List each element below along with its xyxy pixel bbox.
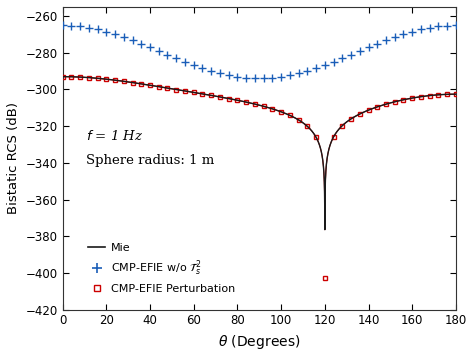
Legend: Mie, CMP-EFIE w/o $\mathcal{T}_s^2$, CMP-EFIE Perturbation: Mie, CMP-EFIE w/o $\mathcal{T}_s^2$, CMP… [84,238,239,298]
Y-axis label: Bistatic RCS (dB): Bistatic RCS (dB) [7,102,20,214]
Text: Sphere radius: 1 m: Sphere radius: 1 m [86,154,214,167]
Text: $f$ = 1 Hz: $f$ = 1 Hz [86,129,144,143]
X-axis label: $\theta$ (Degrees): $\theta$ (Degrees) [218,333,301,351]
